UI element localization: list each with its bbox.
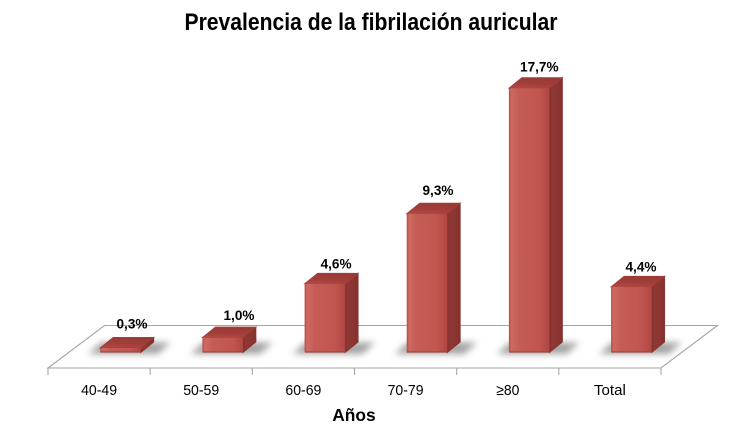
svg-text:4,6%: 4,6% <box>321 256 352 271</box>
svg-text:60-69: 60-69 <box>285 382 321 399</box>
svg-text:17,7%: 17,7% <box>520 60 559 75</box>
svg-text:Prevalencia de la fibrilación: Prevalencia de la fibrilación auricular <box>185 9 558 36</box>
svg-text:Años: Años <box>332 405 375 425</box>
svg-text:40-49: 40-49 <box>81 382 117 399</box>
svg-text:70-79: 70-79 <box>388 382 424 399</box>
svg-text:0,3%: 0,3% <box>117 316 148 331</box>
svg-text:Total: Total <box>594 382 626 399</box>
svg-text:50-59: 50-59 <box>183 382 219 399</box>
svg-text:4,4%: 4,4% <box>626 259 657 274</box>
svg-text:9,3%: 9,3% <box>423 183 454 198</box>
svg-text:≥80: ≥80 <box>496 382 519 399</box>
svg-text:1,0%: 1,0% <box>224 308 255 323</box>
